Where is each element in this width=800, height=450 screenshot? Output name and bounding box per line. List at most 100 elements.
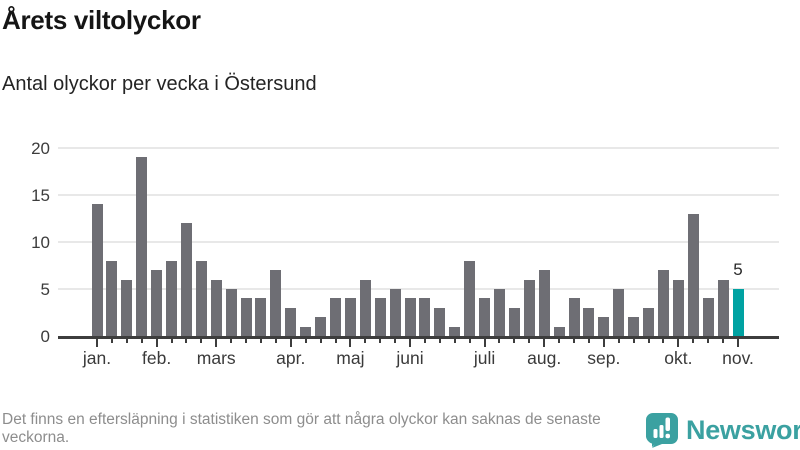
y-axis-tick-label: 15 bbox=[31, 186, 50, 205]
y-axis-tick-label: 5 bbox=[40, 280, 50, 299]
bar-week bbox=[419, 298, 431, 336]
bar-week bbox=[359, 279, 371, 336]
x-axis-month-label: juli bbox=[473, 348, 496, 368]
bar-week bbox=[210, 279, 222, 336]
x-axis-month-label: feb. bbox=[142, 348, 172, 368]
x-axis-week-tick bbox=[200, 339, 203, 343]
x-axis-week-tick bbox=[468, 339, 471, 343]
bar-week bbox=[225, 289, 237, 336]
bar-week bbox=[285, 307, 297, 336]
x-axis-month-tick bbox=[483, 339, 486, 347]
x-axis-month-label: juni bbox=[396, 348, 424, 368]
x-axis-month-tick bbox=[96, 339, 98, 347]
y-axis-tick-label: 10 bbox=[31, 233, 50, 252]
plot-area: 0 5 10 15 20 5 jan. feb. mars apr. maj juni juli aug.… bbox=[31, 139, 779, 368]
bar-week bbox=[672, 279, 684, 336]
bar-week bbox=[151, 270, 163, 336]
bar-week bbox=[508, 307, 520, 336]
bar-week bbox=[464, 260, 476, 336]
bar-week bbox=[91, 204, 103, 336]
x-axis-month-label: maj bbox=[336, 348, 365, 368]
bar-week bbox=[374, 298, 386, 336]
bar-week bbox=[568, 298, 580, 336]
x-axis-line bbox=[58, 336, 779, 339]
x-axis-week-tick bbox=[587, 339, 590, 343]
bar-week bbox=[389, 289, 401, 336]
bar-week bbox=[270, 270, 282, 336]
bar-week bbox=[136, 157, 148, 336]
newsworthy-logo: Newsworthy bbox=[645, 412, 800, 448]
x-axis-week-tick bbox=[558, 339, 561, 343]
bar-week bbox=[315, 317, 327, 336]
x-axis-week-tick bbox=[692, 339, 695, 343]
x-axis-week-tick bbox=[304, 339, 307, 343]
x-axis-month-tick bbox=[155, 339, 158, 347]
chart-subtitle: Antal olyckor per vecka i Östersund bbox=[2, 73, 317, 95]
x-axis-week-tick bbox=[394, 339, 397, 343]
bar-week bbox=[255, 298, 267, 336]
bar-week bbox=[538, 270, 550, 336]
gridline-y-10 bbox=[58, 241, 779, 243]
x-axis-month-tick bbox=[289, 339, 292, 347]
x-axis-week-tick bbox=[707, 339, 710, 343]
bar-week bbox=[300, 326, 312, 336]
x-axis-month-tick bbox=[215, 339, 218, 347]
x-axis-week-tick bbox=[573, 339, 576, 343]
bar-week bbox=[523, 279, 535, 336]
x-axis-week-tick bbox=[245, 339, 248, 343]
x-axis-month-tick bbox=[677, 339, 680, 347]
bar-week bbox=[121, 279, 133, 336]
bar-week bbox=[687, 213, 699, 336]
x-axis-month-label: okt. bbox=[664, 348, 693, 368]
x-axis-month-tick bbox=[602, 339, 605, 347]
chart-title: Årets viltolyckor bbox=[2, 5, 201, 35]
bar-week bbox=[493, 289, 505, 336]
x-axis-week-tick bbox=[185, 339, 188, 343]
x-axis-month-label: nov. bbox=[722, 348, 754, 368]
x-axis-week-tick bbox=[140, 339, 143, 343]
highlight-value-label: 5 bbox=[733, 260, 743, 279]
gridline-y-5 bbox=[58, 288, 779, 290]
bar-week bbox=[702, 298, 714, 336]
x-axis-week-tick bbox=[230, 339, 233, 343]
bar-week bbox=[195, 260, 207, 336]
newsworthy-wordmark: Newsworthy bbox=[686, 414, 800, 445]
x-axis-week-tick bbox=[334, 339, 337, 343]
x-axis-week-tick bbox=[259, 339, 262, 343]
x-axis-month-label: aug. bbox=[527, 348, 562, 368]
bar-week bbox=[180, 223, 192, 336]
x-axis-month-label: jan. bbox=[82, 348, 112, 368]
x-axis-week-tick bbox=[170, 339, 173, 343]
x-axis-week-tick bbox=[662, 339, 665, 343]
bar-week bbox=[434, 307, 446, 336]
x-axis-week-tick bbox=[274, 339, 277, 343]
x-axis-month-label: apr. bbox=[276, 348, 306, 368]
bar-week bbox=[166, 260, 178, 336]
x-axis-week-tick bbox=[513, 339, 516, 343]
bar-week bbox=[657, 270, 669, 336]
x-axis-week-tick bbox=[722, 339, 725, 343]
y-axis-tick-label: 0 bbox=[40, 327, 50, 346]
x-axis-week-tick bbox=[110, 339, 113, 343]
x-axis-month-tick bbox=[737, 339, 739, 347]
bar-week bbox=[598, 317, 610, 336]
bar-week bbox=[717, 279, 729, 336]
bar-week bbox=[479, 298, 491, 336]
bar-week bbox=[613, 289, 625, 336]
x-axis-month-tick bbox=[409, 339, 412, 347]
x-axis-week-tick bbox=[632, 339, 635, 343]
bar-week bbox=[449, 326, 461, 336]
bar-week bbox=[583, 307, 595, 336]
x-axis-week-tick bbox=[647, 339, 650, 343]
x-axis-week-tick bbox=[453, 339, 456, 343]
bar-week bbox=[628, 317, 640, 336]
x-axis-week-tick bbox=[438, 339, 441, 343]
newsworthy-bubble-chart-icon bbox=[646, 413, 678, 448]
bar-week bbox=[106, 260, 118, 336]
gridline-y-20 bbox=[58, 147, 779, 149]
bar-week bbox=[344, 298, 356, 336]
bar-week-highlighted bbox=[732, 289, 744, 336]
x-axis-month-tick bbox=[349, 339, 352, 347]
x-axis-week-tick bbox=[528, 339, 531, 343]
bar-week bbox=[404, 298, 416, 336]
